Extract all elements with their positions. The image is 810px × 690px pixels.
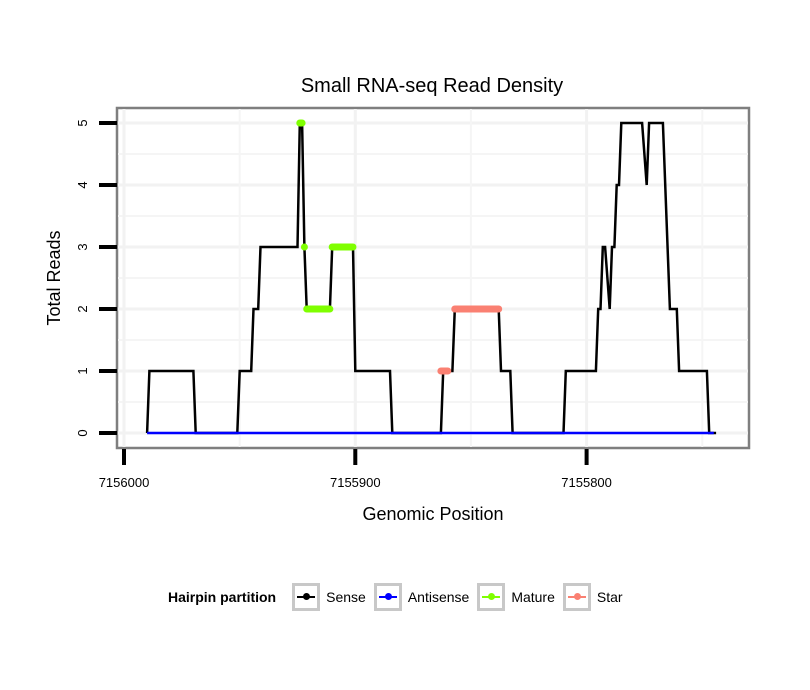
sense-line [145, 121, 717, 435]
read-density-chart: Small RNA-seq Read Density 0 1 2 3 4 5 7156000… [44, 75, 751, 524]
chart-title: Small RNA-seq Read Density [301, 75, 563, 97]
y-tick-label: 5 [75, 119, 90, 126]
legend-label-star: Star [596, 589, 623, 605]
y-tick-label: 0 [75, 429, 90, 436]
legend-label-antisense: Antisense [407, 589, 470, 605]
x-tick-label: 7155800 [561, 475, 612, 490]
legend-key-mature [477, 583, 506, 611]
series-layer [145, 119, 717, 435]
legend-key-sense [292, 583, 321, 611]
y-tick-label: 4 [75, 181, 90, 188]
legend-key-star [562, 583, 591, 611]
y-tick-label: 3 [75, 243, 90, 250]
x-axis-label: Genomic Position [362, 504, 503, 524]
legend-title: Hairpin partition [168, 589, 277, 605]
y-axis-label: Total Reads [44, 230, 64, 325]
legend: Hairpin partition Sense Antisense Mature… [168, 580, 631, 614]
x-tick-label: 7156000 [99, 475, 150, 490]
axes: 0 1 2 3 4 5 7156000 7155900 7155800 [75, 119, 612, 490]
legend-key-antisense [373, 583, 402, 611]
y-tick-label: 1 [75, 367, 90, 374]
x-tick-label: 7155900 [330, 475, 381, 490]
legend-label-mature: Mature [511, 589, 555, 605]
legend-label-sense: Sense [326, 589, 366, 605]
y-tick-label: 2 [75, 305, 90, 312]
